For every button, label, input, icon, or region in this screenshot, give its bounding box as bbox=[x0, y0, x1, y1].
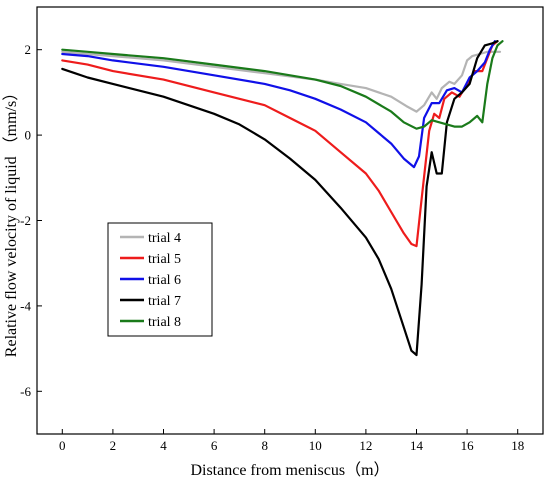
y-tick-label: 2 bbox=[25, 42, 32, 57]
series-line-trial-8 bbox=[61, 40, 504, 130]
x-tick-label: 10 bbox=[309, 438, 322, 453]
series-line-trial-7 bbox=[61, 40, 499, 357]
series-layer bbox=[61, 40, 504, 357]
y-tick-label: -2 bbox=[20, 213, 31, 228]
legend-label: trial 7 bbox=[148, 294, 181, 309]
y-tick-label: -6 bbox=[20, 384, 31, 399]
x-tick-label: 16 bbox=[461, 438, 475, 453]
legend-label: trial 5 bbox=[148, 252, 181, 267]
legend-label: trial 8 bbox=[148, 315, 181, 330]
legend-label: trial 4 bbox=[148, 231, 181, 246]
x-tick-label: 4 bbox=[160, 438, 167, 453]
legend: trial 4 trial 5 trial 6 trial 7 trial 8 bbox=[107, 222, 213, 337]
series-line-trial-5 bbox=[61, 40, 499, 248]
x-axis-title: Distance from meniscus（m） bbox=[190, 461, 389, 479]
series-line-trial-4 bbox=[61, 50, 502, 113]
x-tick-label: 8 bbox=[261, 438, 268, 453]
x-tick-label: 0 bbox=[59, 438, 66, 453]
y-tick-label: -4 bbox=[20, 298, 31, 313]
y-tick-label: 0 bbox=[25, 128, 32, 143]
x-tick-label: 6 bbox=[211, 438, 218, 453]
series-line-trial-6 bbox=[61, 40, 496, 169]
x-tick-label: 12 bbox=[359, 438, 372, 453]
x-tick-label: 2 bbox=[110, 438, 117, 453]
x-tick-label: 14 bbox=[410, 438, 424, 453]
axis-ticks: 0 2 4 6 8 10 12 14 16 18 -6 -4 -2 0 2 bbox=[20, 42, 524, 453]
x-tick-label: 18 bbox=[511, 438, 524, 453]
y-axis-title: Relative flow velocity of liquid （mm/s） bbox=[2, 85, 20, 357]
legend-label: trial 6 bbox=[148, 273, 181, 288]
